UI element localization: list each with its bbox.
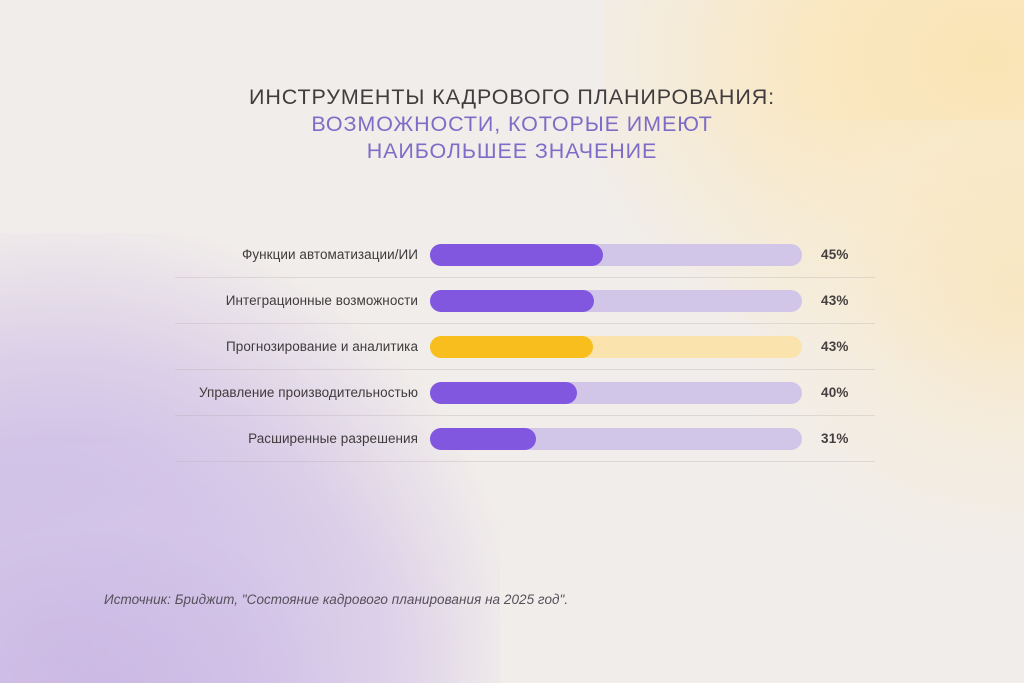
chart-title-line-2: ВОЗМОЖНОСТИ, КОТОРЫЕ ИМЕЮТ (311, 112, 713, 136)
bar-track-wrapper (430, 243, 802, 266)
bar-fill (430, 243, 603, 266)
bar-row: Управление производительностью 40% (175, 370, 875, 416)
chart-title-line-1: ИНСТРУМЕНТЫ КАДРОВОГО ПЛАНИРОВАНИЯ: (249, 85, 775, 109)
bar-row: Расширенные разрешения 31% (175, 416, 875, 462)
source-note: Источник: Бриджит, "Состояние кадрового … (104, 592, 569, 607)
bar-value-label: 31% (821, 431, 849, 446)
chart-title: ИНСТРУМЕНТЫ КАДРОВОГО ПЛАНИРОВАНИЯ: ВОЗМ… (0, 84, 1024, 165)
bar-track-wrapper (430, 335, 802, 358)
bar-row: Прогнозирование и аналитика 43% (175, 324, 875, 370)
bar-row-label: Управление производительностью (198, 385, 418, 400)
bar-row: Функции автоматизации/ИИ 45% (175, 232, 875, 278)
bar-track-wrapper (430, 381, 802, 404)
chart-title-line-3: НАИБОЛЬШЕЕ ЗНАЧЕНИЕ (366, 139, 658, 163)
background-blob-lilac-secondary (0, 443, 460, 683)
bar-row-label: Интеграционные возможности (225, 293, 418, 308)
bar-chart: Функции автоматизации/ИИ 45% Интеграционны… (175, 232, 875, 462)
bar-row: Интеграционные возможности 43% (175, 278, 875, 324)
bar-track-wrapper (430, 427, 802, 450)
bar-fill (430, 427, 537, 450)
bar-value-label: 40% (821, 385, 849, 400)
bar-fill (430, 381, 578, 404)
bar-track-wrapper (430, 289, 802, 312)
bar-fill (430, 289, 594, 312)
bar-value-label: 43% (821, 339, 849, 354)
bar-fill (430, 335, 593, 358)
bar-value-label: 43% (821, 293, 849, 308)
bar-row-label: Расширенные разрешения (248, 431, 418, 446)
bar-row-label: Функции автоматизации/ИИ (242, 247, 418, 262)
bar-value-label: 45% (821, 247, 849, 262)
bar-row-label: Прогнозирование и аналитика (226, 339, 418, 354)
